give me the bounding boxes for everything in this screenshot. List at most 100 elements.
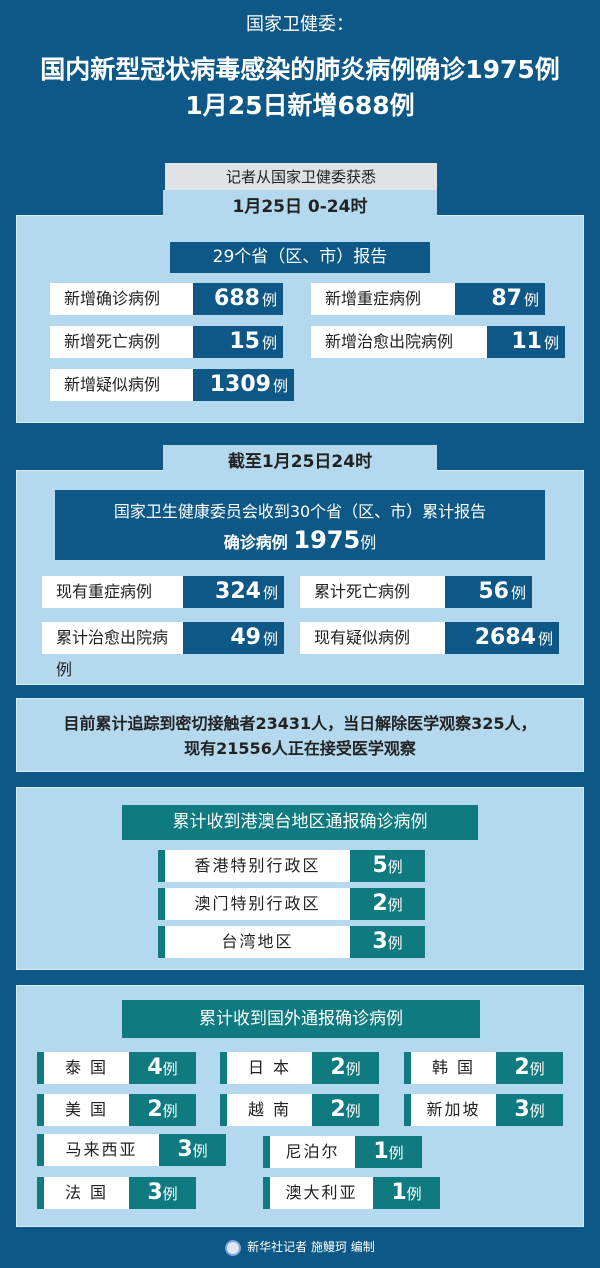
hmt-title: 累计收到港澳台地区通报确诊病例 — [122, 805, 478, 840]
daily-subtitle: 29个省（区、市）报告 — [170, 242, 430, 273]
value-number: 2684 — [474, 625, 536, 650]
country-value: 2例 — [129, 1094, 196, 1126]
stat-value: 15 例 — [193, 326, 283, 358]
unit: 例 — [192, 1142, 208, 1160]
footer: 新华社记者 施鳗珂 编制 — [0, 1238, 600, 1256]
subheadline: 1月25日新增688例 — [185, 91, 415, 120]
unit: 例 — [543, 334, 559, 352]
stat-label: 累计死亡病例 — [300, 576, 445, 608]
country-value: 4例 — [129, 1052, 196, 1084]
unit: 例 — [529, 1102, 545, 1120]
unit: 例 — [388, 1144, 404, 1162]
stat-label: 新增确诊病例 — [50, 283, 193, 315]
headline: 国内新型冠状病毒感染的肺炎病例确诊1975例 — [40, 55, 560, 84]
country-value: 2例 — [312, 1052, 379, 1084]
unit: 例 — [262, 584, 278, 602]
unit: 例 — [510, 584, 526, 602]
unit: 例 — [162, 1060, 178, 1078]
country-value: 1例 — [373, 1177, 440, 1209]
country-label: 日 本 — [220, 1052, 312, 1084]
region-value: 5例 — [350, 850, 425, 882]
unit: 例 — [406, 1185, 422, 1203]
stat-value: 56 例 — [445, 576, 532, 608]
stat-label: 新增重症病例 — [311, 283, 455, 315]
value-number: 3 — [177, 1137, 193, 1162]
unit: 例 — [523, 291, 539, 309]
unit: 例 — [387, 934, 403, 952]
cumulative-subtitle: 国家卫生健康委员会收到30个省（区、市）累计报告 — [113, 502, 487, 521]
country-value: 1例 — [355, 1136, 422, 1168]
unit: 例 — [387, 896, 403, 914]
unit: 例 — [537, 630, 553, 648]
country-label: 美 国 — [37, 1094, 129, 1126]
country-value: 3例 — [496, 1094, 563, 1126]
unit: 例 — [529, 1060, 545, 1078]
unit: 例 — [261, 334, 277, 352]
unit: 例 — [360, 533, 377, 552]
country-label: 澳大利亚 — [263, 1177, 373, 1209]
value-number: 2 — [147, 1097, 163, 1122]
contacts-line2: 现有21556人正在接受医学观察 — [184, 739, 416, 758]
stat-label: 新增治愈出院病例 — [311, 326, 487, 358]
value-number: 3 — [372, 929, 388, 954]
value-number: 15 — [229, 329, 260, 354]
region-value: 3例 — [350, 926, 425, 958]
stat-label: 新增死亡病例 — [50, 326, 193, 358]
stat-value: 11 例 — [487, 326, 565, 358]
country-label: 新加坡 — [404, 1094, 496, 1126]
value-number: 11 — [511, 329, 542, 354]
value-number: 2 — [514, 1055, 530, 1080]
value-number: 2 — [372, 891, 388, 916]
country-value: 2例 — [312, 1094, 379, 1126]
cumulative-tab: 截至1月25日24时 — [163, 445, 437, 477]
stat-label: 新增疑似病例 — [50, 369, 193, 401]
contacts-line1: 目前累计追踪到密切接触者23431人，当日解除医学观察325人， — [63, 714, 537, 733]
stat-label: 现有疑似病例 — [300, 622, 445, 654]
region-label: 台湾地区 — [158, 926, 350, 958]
country-label: 韩 国 — [404, 1052, 496, 1084]
unit: 例 — [262, 630, 278, 648]
country-label: 越 南 — [220, 1094, 312, 1126]
value-number: 4 — [147, 1055, 163, 1080]
country-label: 马来西亚 — [37, 1134, 159, 1166]
value-number: 3 — [147, 1180, 163, 1205]
daily-tab: 1月25日 0-24时 — [163, 190, 437, 222]
footer-credit: 新华社记者 施鳗珂 编制 — [247, 1240, 375, 1254]
stat-label: 累计治愈出院病例 — [42, 622, 183, 679]
value-number: 1 — [373, 1139, 389, 1164]
value-number: 1309 — [209, 372, 271, 397]
foreign-title: 累计收到国外通报确诊病例 — [122, 1000, 480, 1038]
stat-value: 1309 例 — [193, 369, 294, 401]
country-label: 法 国 — [37, 1177, 129, 1209]
value-number: 5 — [372, 853, 388, 878]
unit: 例 — [387, 858, 403, 876]
stat-value: 49 例 — [183, 622, 284, 654]
unit: 例 — [345, 1060, 361, 1078]
xinhua-logo-icon — [225, 1239, 242, 1256]
unit: 例 — [261, 291, 277, 309]
country-label: 泰 国 — [37, 1052, 129, 1084]
value-number: 2 — [330, 1097, 346, 1122]
region-value: 2例 — [350, 888, 425, 920]
value-number: 324 — [215, 579, 261, 604]
stat-value: 87 例 — [455, 283, 545, 315]
country-value: 3例 — [159, 1134, 226, 1166]
cumulative-summary: 国家卫生健康委员会收到30个省（区、市）累计报告 确诊病例 1975例 — [55, 490, 545, 560]
confirmed-value: 1975 — [293, 526, 361, 554]
contacts-panel: 目前累计追踪到密切接触者23431人，当日解除医学观察325人， 现有21556… — [16, 698, 584, 772]
value-number: 3 — [514, 1097, 530, 1122]
value-number: 688 — [214, 286, 260, 311]
stat-label: 现有重症病例 — [42, 576, 183, 608]
stat-value: 688 例 — [193, 283, 283, 315]
value-number: 1 — [391, 1180, 407, 1205]
unit: 例 — [162, 1102, 178, 1120]
value-number: 2 — [330, 1055, 346, 1080]
value-number: 49 — [230, 625, 261, 650]
country-value: 3例 — [129, 1177, 196, 1209]
confirmed-label: 确诊病例 — [223, 533, 288, 552]
unit: 例 — [272, 377, 288, 395]
country-label: 尼泊尔 — [263, 1136, 355, 1168]
stat-value: 324 例 — [183, 576, 284, 608]
country-value: 2例 — [496, 1052, 563, 1084]
value-number: 87 — [491, 286, 522, 311]
